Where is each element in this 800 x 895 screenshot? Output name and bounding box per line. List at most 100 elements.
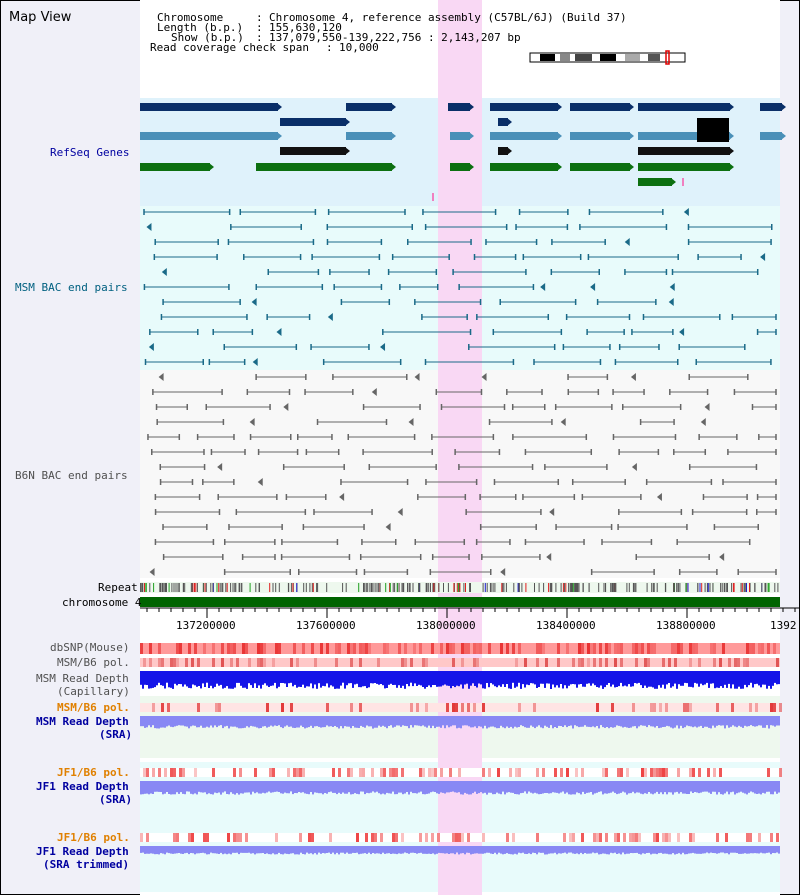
msm-depth-cap-bar bbox=[190, 671, 192, 689]
dbsnp-heat bbox=[692, 643, 695, 654]
dbsnp-heat bbox=[365, 643, 368, 654]
jf1-depth-trim-bar bbox=[748, 846, 750, 854]
jf1-depth-trim-bar bbox=[742, 846, 744, 854]
jf1-depth-sra-bar bbox=[638, 781, 640, 793]
refseq-track-label[interactable]: RefSeq Genes bbox=[50, 146, 130, 159]
gene-strand-arrow bbox=[729, 103, 734, 111]
jf1-depth-sra-bar bbox=[316, 781, 318, 793]
msm-depth-cap-bar bbox=[524, 671, 526, 688]
axis-tick-label: 137600000 bbox=[296, 619, 356, 632]
msm-depth-cap-bar bbox=[274, 671, 276, 683]
dbsnp-heat bbox=[404, 643, 407, 654]
b6n-bac-track-label[interactable]: B6N BAC end pairs bbox=[15, 469, 128, 482]
gene-strand-arrow bbox=[469, 163, 474, 171]
jf1-depth-sra-bar bbox=[504, 781, 506, 795]
msm-depth-cap-bar bbox=[680, 671, 682, 686]
msm-depth-cap-bar bbox=[278, 671, 280, 687]
chromosome-value: Chromosome 4, reference assembly (C57BL/… bbox=[269, 11, 627, 24]
gene-strand-arrow bbox=[469, 132, 474, 140]
msm-depth-cap-bar bbox=[742, 671, 744, 689]
jf1-depth-trim-bar bbox=[696, 846, 698, 854]
msm-depth-cap-bar bbox=[358, 671, 360, 688]
msm-depth-cap-bar bbox=[432, 671, 434, 685]
jf1-depth-trim-bar bbox=[592, 846, 594, 853]
jf1-depth-sra-bar bbox=[422, 781, 424, 795]
dbsnp-heat bbox=[479, 643, 482, 654]
msm-depth-cap-bar bbox=[230, 671, 232, 689]
repeat-element bbox=[463, 583, 465, 592]
msm-depth-cap-bar bbox=[732, 671, 734, 685]
msm-pol-heat bbox=[473, 658, 476, 667]
msm-depth-sra-bar bbox=[408, 716, 410, 729]
jf1-pol-2-heat bbox=[638, 833, 641, 842]
jf1-depth-sra-bar bbox=[444, 781, 446, 794]
msm-depth-sra-bar bbox=[284, 716, 286, 727]
msm-depth-sra-bar bbox=[378, 716, 380, 726]
jf1-depth-sra-bar bbox=[214, 781, 216, 793]
repeat-element bbox=[278, 583, 280, 592]
msm-depth-cap-bar bbox=[562, 671, 564, 689]
dbsnp-heat bbox=[440, 643, 443, 654]
msm-depth-sra-bar bbox=[480, 716, 482, 727]
msm-depth-sra-bar bbox=[324, 716, 326, 728]
jf1-depth-sra-bar bbox=[350, 781, 352, 795]
msm-depth-cap-bar bbox=[472, 671, 474, 684]
msm-depth-sra-bar bbox=[402, 716, 404, 726]
msm-depth-sra-bar bbox=[162, 716, 164, 728]
msm-depth-sra-bar bbox=[608, 716, 610, 729]
jf1-depth-trim-bar bbox=[588, 846, 590, 854]
msm-depth-sra-bar bbox=[462, 716, 464, 726]
jf1-depth-sra-bar bbox=[566, 781, 568, 793]
msm-depth-sra-bar bbox=[346, 716, 348, 727]
msm-depth-sra-bar bbox=[720, 716, 722, 726]
msm-depth-cap-bar bbox=[246, 671, 248, 689]
msm-depth-cap-bar bbox=[514, 671, 516, 688]
msm-bac-track-label[interactable]: MSM BAC end pairs bbox=[15, 281, 128, 294]
jf1-pol-heat bbox=[440, 768, 443, 777]
msm-pol-2-heat bbox=[482, 703, 485, 712]
jf1-depth-sra-bar bbox=[768, 781, 770, 792]
jf1-depth-sra-bar bbox=[764, 781, 766, 794]
jf1-depth-sra-bar bbox=[712, 781, 714, 792]
repeat-element bbox=[438, 583, 440, 592]
msm-depth-sra-bar bbox=[570, 716, 572, 726]
msm-depth-cap-bar bbox=[316, 671, 318, 689]
jf1-depth-trim-bar bbox=[776, 846, 778, 853]
jf1-pol-heat bbox=[293, 768, 296, 777]
msm-depth-cap-bar bbox=[662, 671, 664, 685]
msm-depth-sra-bar bbox=[330, 716, 332, 727]
repeat-element bbox=[656, 583, 658, 592]
msm-depth-cap-bar bbox=[614, 671, 616, 688]
msm-depth-sra-bar bbox=[726, 716, 728, 726]
jf1-pol-heat bbox=[692, 768, 695, 777]
repeat-element bbox=[572, 583, 574, 592]
jf1-pol-heat-bg bbox=[140, 768, 780, 777]
msm-pol-2-heat bbox=[350, 703, 353, 712]
dbsnp-heat bbox=[179, 643, 182, 654]
msm-depth-cap-bar bbox=[542, 671, 544, 684]
msm-depth-sra-bar bbox=[596, 716, 598, 726]
jf1-depth-trim-bar bbox=[658, 846, 660, 854]
jf1-depth-sra-bar bbox=[258, 781, 260, 794]
repeat-element bbox=[204, 583, 206, 592]
jf1-depth-sra-bar bbox=[510, 781, 512, 793]
jf1-pol-heat bbox=[392, 768, 395, 777]
msm-depth-cap-bar bbox=[730, 671, 732, 689]
jf1-pol-2-heat bbox=[239, 833, 242, 842]
msm-depth-cap-bar bbox=[388, 671, 390, 685]
jf1-depth-trim-bar bbox=[226, 846, 228, 855]
jf1-depth-sra-label: JF1 Read Depth bbox=[36, 780, 129, 793]
b6n-bac-pair-single-end bbox=[257, 478, 263, 486]
jf1-depth-sra-bar bbox=[492, 781, 494, 795]
msm-depth-sra-bar bbox=[482, 716, 484, 729]
msm-depth-cap-bar bbox=[256, 671, 258, 688]
msm-depth-cap-bar bbox=[554, 671, 556, 688]
dbsnp-heat bbox=[467, 643, 470, 654]
jf1-depth-trim-bar bbox=[580, 846, 582, 853]
jf1-pol-heat bbox=[566, 768, 569, 777]
jf1-depth-sra-bar bbox=[190, 781, 192, 794]
gene-feature bbox=[346, 132, 392, 140]
repeat-element bbox=[222, 583, 224, 592]
msm-depth-sra-bar bbox=[434, 716, 436, 729]
